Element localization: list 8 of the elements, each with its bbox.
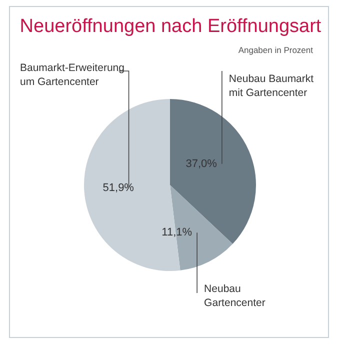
slice-label: Neubau Baumarkt mit Gartencenter [228,72,314,99]
chart-subtitle: Angaben in Prozent [238,45,313,55]
chart-title: Neueröffnungen nach Eröffnungsart [18,16,322,38]
data-label: 51,9% [102,182,134,194]
data-label: 11,1% [162,226,192,239]
slice-label: Neubau Gartencenter [204,282,266,309]
data-label: 37,0% [186,158,218,170]
slice-label: Baumarkt-Erweiterung um Gartencenter [20,62,125,88]
